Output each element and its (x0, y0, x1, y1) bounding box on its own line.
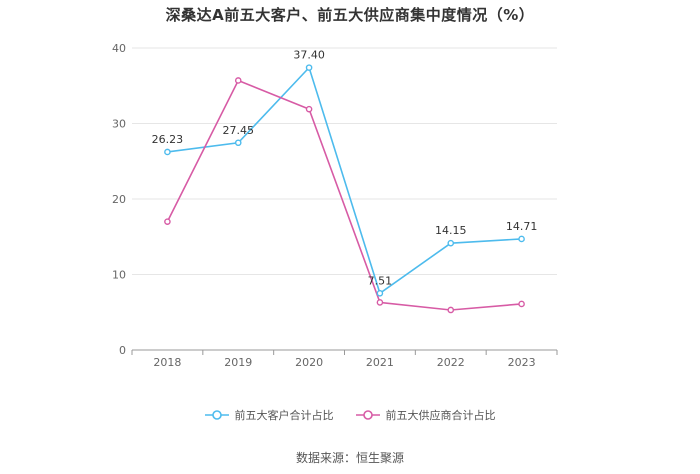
x-tick-label: 2022 (437, 356, 465, 369)
data-label: 27.45 (223, 124, 255, 137)
x-tick-label: 2020 (295, 356, 323, 369)
legend-label: 前五大客户合计占比 (234, 409, 334, 422)
data-label: 26.23 (152, 133, 184, 146)
data-source: 数据来源：恒生聚源 (295, 451, 404, 465)
legend-swatch-marker (211, 410, 222, 420)
data-point (164, 218, 171, 225)
y-tick-label: 20 (112, 193, 126, 206)
y-tick-label: 30 (112, 118, 126, 131)
data-label: 37.40 (293, 49, 325, 62)
y-tick-label: 0 (119, 344, 126, 357)
legend-item-1[interactable]: 前五大客户合计占比 (204, 407, 334, 423)
data-point (376, 299, 384, 306)
x-tick-label: 2019 (224, 356, 252, 369)
x-tick-label: 2021 (366, 356, 394, 369)
legend-item-2[interactable]: 前五大供应商合计占比 (355, 407, 496, 423)
data-point (447, 306, 455, 314)
data-point (305, 105, 313, 113)
data-point (447, 239, 455, 247)
y-tick-label: 10 (112, 269, 126, 282)
x-tick-label: 2023 (508, 356, 536, 369)
data-point (164, 148, 171, 156)
series-line-1 (167, 66, 522, 295)
data-point (376, 289, 384, 297)
legend-swatch (204, 410, 229, 420)
data-point (234, 77, 242, 84)
chart-title: 深桑达A前五大客户、前五大供应商集中度情况（%） (165, 6, 535, 24)
series-line-2 (166, 79, 522, 311)
data-point (305, 64, 313, 71)
data-point (518, 300, 525, 308)
legend-swatch-marker (362, 410, 373, 420)
x-tick-label: 2018 (153, 356, 181, 369)
legend-swatch (355, 410, 380, 420)
y-tick-label: 40 (112, 42, 126, 55)
data-label: 14.15 (435, 224, 467, 237)
data-point (234, 139, 242, 147)
data-point (518, 235, 525, 243)
legend-label: 前五大供应商合计占比 (385, 409, 496, 422)
chart-legend: 前五大客户合计占比 前五大供应商合计占比 (0, 407, 700, 423)
data-label: 7.51 (368, 274, 393, 287)
data-label: 14.71 (506, 220, 538, 233)
